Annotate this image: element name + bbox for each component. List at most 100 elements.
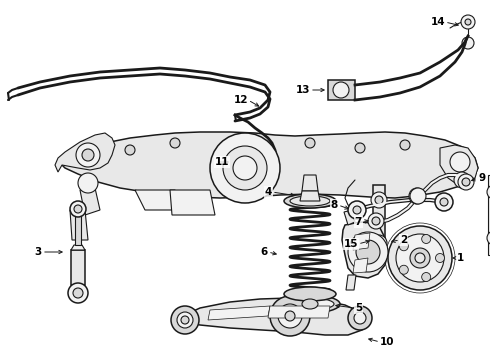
Polygon shape xyxy=(268,306,330,318)
Ellipse shape xyxy=(284,194,336,208)
Circle shape xyxy=(371,192,387,208)
Circle shape xyxy=(461,15,475,29)
Polygon shape xyxy=(62,132,478,198)
Polygon shape xyxy=(70,210,88,240)
Polygon shape xyxy=(353,233,370,250)
Circle shape xyxy=(348,306,372,330)
Polygon shape xyxy=(75,215,81,245)
Circle shape xyxy=(348,201,366,219)
Circle shape xyxy=(74,205,82,213)
Polygon shape xyxy=(71,250,85,285)
Ellipse shape xyxy=(290,196,330,206)
Circle shape xyxy=(422,273,431,282)
Text: 14: 14 xyxy=(430,17,445,27)
Polygon shape xyxy=(178,298,368,335)
Circle shape xyxy=(399,265,408,274)
Circle shape xyxy=(458,174,474,190)
Polygon shape xyxy=(346,275,356,290)
Circle shape xyxy=(78,173,98,193)
Polygon shape xyxy=(353,258,368,273)
Circle shape xyxy=(356,240,380,264)
Polygon shape xyxy=(71,245,85,250)
Text: 8: 8 xyxy=(331,200,338,210)
Circle shape xyxy=(396,234,444,282)
Text: 3: 3 xyxy=(35,247,42,257)
Polygon shape xyxy=(488,175,490,255)
Text: 10: 10 xyxy=(380,337,394,347)
Circle shape xyxy=(353,206,361,214)
Text: 4: 4 xyxy=(265,187,272,197)
Circle shape xyxy=(285,311,295,321)
Circle shape xyxy=(372,217,380,225)
Circle shape xyxy=(440,198,448,206)
Text: 2: 2 xyxy=(400,235,407,245)
Circle shape xyxy=(305,138,315,148)
Circle shape xyxy=(223,146,267,190)
Circle shape xyxy=(368,213,384,229)
Ellipse shape xyxy=(302,299,318,309)
Circle shape xyxy=(70,201,86,217)
Text: 11: 11 xyxy=(215,157,229,167)
Circle shape xyxy=(400,140,410,150)
Polygon shape xyxy=(135,190,185,210)
Circle shape xyxy=(454,172,470,188)
Circle shape xyxy=(82,149,94,161)
Circle shape xyxy=(76,143,100,167)
Circle shape xyxy=(170,138,180,148)
Text: 9: 9 xyxy=(478,173,485,183)
Circle shape xyxy=(436,253,444,262)
Text: 5: 5 xyxy=(355,303,362,313)
Circle shape xyxy=(171,306,199,334)
Circle shape xyxy=(181,316,189,324)
Polygon shape xyxy=(170,190,215,215)
Circle shape xyxy=(465,19,471,25)
Circle shape xyxy=(409,188,425,204)
Text: 15: 15 xyxy=(343,239,358,249)
Circle shape xyxy=(413,192,421,200)
Circle shape xyxy=(210,133,280,203)
Text: 1: 1 xyxy=(457,253,464,263)
Circle shape xyxy=(125,145,135,155)
Circle shape xyxy=(462,37,474,49)
Text: 6: 6 xyxy=(261,247,268,257)
Circle shape xyxy=(487,231,490,245)
Circle shape xyxy=(422,234,431,243)
Polygon shape xyxy=(344,210,355,225)
Circle shape xyxy=(278,304,302,328)
Circle shape xyxy=(450,152,470,172)
Circle shape xyxy=(177,312,193,328)
Text: 7: 7 xyxy=(355,217,362,227)
Circle shape xyxy=(415,253,425,263)
Circle shape xyxy=(388,226,452,290)
Circle shape xyxy=(375,196,383,204)
Circle shape xyxy=(375,239,383,247)
Circle shape xyxy=(233,156,257,180)
Polygon shape xyxy=(373,185,385,258)
Ellipse shape xyxy=(284,287,336,301)
Ellipse shape xyxy=(286,298,334,310)
Ellipse shape xyxy=(280,295,340,313)
Polygon shape xyxy=(342,222,388,278)
Circle shape xyxy=(355,143,365,153)
Circle shape xyxy=(68,283,88,303)
Circle shape xyxy=(435,193,453,211)
Circle shape xyxy=(462,178,470,186)
Circle shape xyxy=(487,185,490,199)
Circle shape xyxy=(410,248,430,268)
Circle shape xyxy=(410,188,426,204)
Circle shape xyxy=(354,312,366,324)
Text: 12: 12 xyxy=(234,95,248,105)
Polygon shape xyxy=(328,80,355,100)
Circle shape xyxy=(73,288,83,298)
Circle shape xyxy=(270,296,310,336)
Circle shape xyxy=(371,235,387,251)
Polygon shape xyxy=(208,306,270,320)
Polygon shape xyxy=(55,133,115,172)
Circle shape xyxy=(348,232,388,272)
Circle shape xyxy=(399,242,408,251)
Circle shape xyxy=(333,82,349,98)
Text: 13: 13 xyxy=(295,85,310,95)
Polygon shape xyxy=(80,188,100,215)
Polygon shape xyxy=(302,175,318,191)
Polygon shape xyxy=(300,191,320,201)
